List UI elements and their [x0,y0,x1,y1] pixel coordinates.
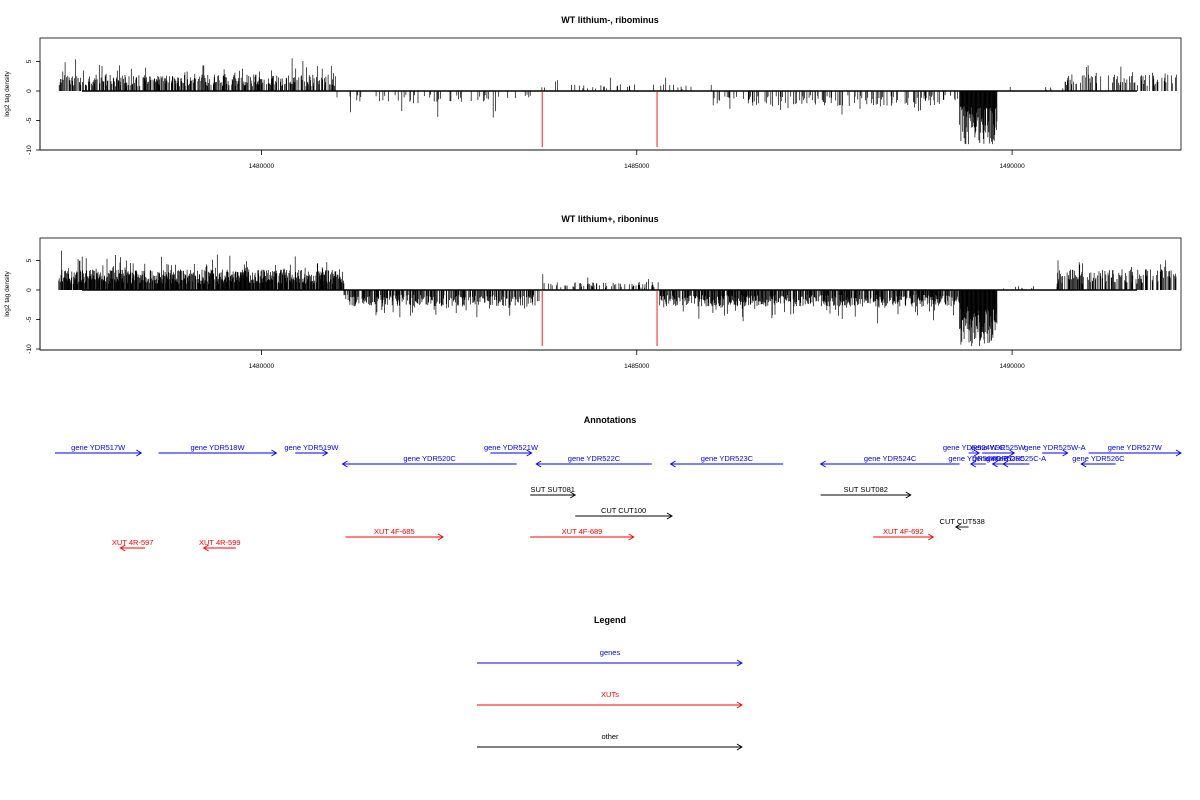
annotation-feature: gene YDR524W-C [943,443,1005,457]
annotation-feature: gene YDR520C [341,454,517,468]
annotation-label: gene YDR525W-A [1024,443,1085,452]
x-axis: 1480000 1485000 1490000 [40,149,1181,170]
panel-title: WT lithium+, riboninus [561,214,658,224]
annotation-label: XUT 4F-689 [562,527,603,536]
plot-frame [39,37,1182,151]
y-tick-label: 0 [26,288,33,292]
annotation-feature: gene YDR519W [284,443,339,457]
x-tick-label: 1480000 [249,163,275,170]
x-tick-label: 1485000 [624,163,650,170]
track-panel-lithium-plus: WT lithium+, riboninus 1480000 1485000 149… [4,214,1182,370]
x-tick-label: 1490000 [999,363,1025,370]
annotation-label: SUT SUT081 [530,485,574,494]
annotation-label: gene YDR527W [1108,443,1163,452]
annotation-feature: XUT 4R-597 [112,538,154,552]
legend-label: XUTs [601,690,619,699]
annotation-feature: gene YDR518W [158,443,278,457]
annotation-feature: gene YDR524C [819,454,960,468]
annotation-label: gene YDR518W [190,443,245,452]
annotation-label: CUT CUT538 [940,517,985,526]
y-axis: -10 -5 0 5 [26,59,41,155]
annotation-feature: CUT CUT100 [575,506,673,520]
annotation-label: gene YDR525C [972,454,1025,463]
y-axis-label: log2 tag density [4,270,11,316]
annotation-label: XUT 4R-599 [199,538,241,547]
x-tick-label: 1485000 [624,363,650,370]
annotation-label: gene YDR523C [701,454,754,463]
annotation-label: gene YDR525W [971,443,1026,452]
annotation-label: SUT SUT082 [843,485,887,494]
legend-entries: genes XUTs other [477,648,743,751]
annotation-feature: gene YDR526C [1072,454,1125,468]
annotation-feature: gene YDR525W [971,443,1026,457]
y-tick-label: 5 [26,59,33,63]
annotation-label: gene YDR525C-A [986,454,1046,463]
annotation-label: gene YDR519W [284,443,339,452]
track-panel-lithium-minus: WT lithium-, ribominus 1480000 1485000 149… [4,15,1182,170]
plot-frame [39,237,1182,351]
annotation-feature: gene YDR523C [669,454,784,468]
y-tick-label: -10 [26,344,33,354]
annotation-feature: XUT 4F-689 [530,527,635,541]
annotation-feature: gene YDR524C-B [948,454,1008,468]
annotation-feature: SUT SUT081 [530,485,577,499]
annotation-feature: XUT 4F-692 [873,527,935,541]
annotation-label: gene YDR526C [1072,454,1125,463]
red-markers [541,290,658,347]
annotation-label: gene YDR521W [484,443,539,452]
panel-title: WT lithium-, ribominus [561,15,659,25]
annotation-feature: gene YDR527W [1088,443,1182,457]
y-tick-label: -5 [26,117,33,123]
legend-entry: other [477,732,743,751]
y-tick-label: 5 [26,258,33,262]
annotation-feature: CUT CUT538 [940,517,985,531]
annotation-label: XUT 4F-692 [883,527,924,536]
legend-title: Legend [594,615,626,625]
annotation-feature: gene YDR525C-A [986,454,1046,468]
y-tick-label: 0 [26,89,33,93]
x-axis: 1480000 1485000 1490000 [40,349,1181,370]
annotation-label: gene YDR524C-B [948,454,1008,463]
x-tick-label: 1480000 [249,363,275,370]
legend-entry: XUTs [477,690,743,709]
y-axis: -10 -5 0 5 [26,258,41,354]
annotations-title: Annotations [584,415,637,425]
annotation-feature: gene YDR525W-A [1024,443,1086,457]
annotation-label: gene YDR522C [568,454,621,463]
annotation-label: XUT 4R-597 [112,538,154,547]
annotation-label: CUT CUT100 [601,506,646,515]
legend: Legend genes XUTs other [477,615,743,751]
annotation-features: gene YDR517W gene YDR518W gene YDR519W gene… [55,443,1182,552]
annotation-label: gene YDR524C [864,454,917,463]
annotation-feature: gene YDR517W [55,443,143,457]
density-bars [58,58,1177,145]
density-bars [58,250,1177,347]
y-axis-label: log2 tag density [4,70,11,116]
annotation-feature: XUT 4F-685 [345,527,444,541]
annotation-label: gene YDR520C [403,454,456,463]
annotation-feature: gene YDR521W [484,443,539,457]
y-tick-label: -5 [26,316,33,322]
annotations-panel: Annotations gene YDR517W gene YDR518W gene… [55,415,1182,552]
legend-entry: genes [477,648,743,667]
annotation-feature: gene YDR522C [535,454,652,468]
red-markers [541,91,658,148]
annotation-label: gene YDR524W-C [943,443,1005,452]
annotation-label: gene YDR517W [71,443,126,452]
annotation-feature: SUT SUT082 [820,485,912,499]
y-tick-label: -10 [26,145,33,155]
annotation-label: XUT 4F-685 [374,527,415,536]
annotation-feature: XUT 4R-599 [199,538,241,552]
legend-label: other [601,732,619,741]
x-tick-label: 1490000 [999,163,1025,170]
legend-label: genes [600,648,621,657]
